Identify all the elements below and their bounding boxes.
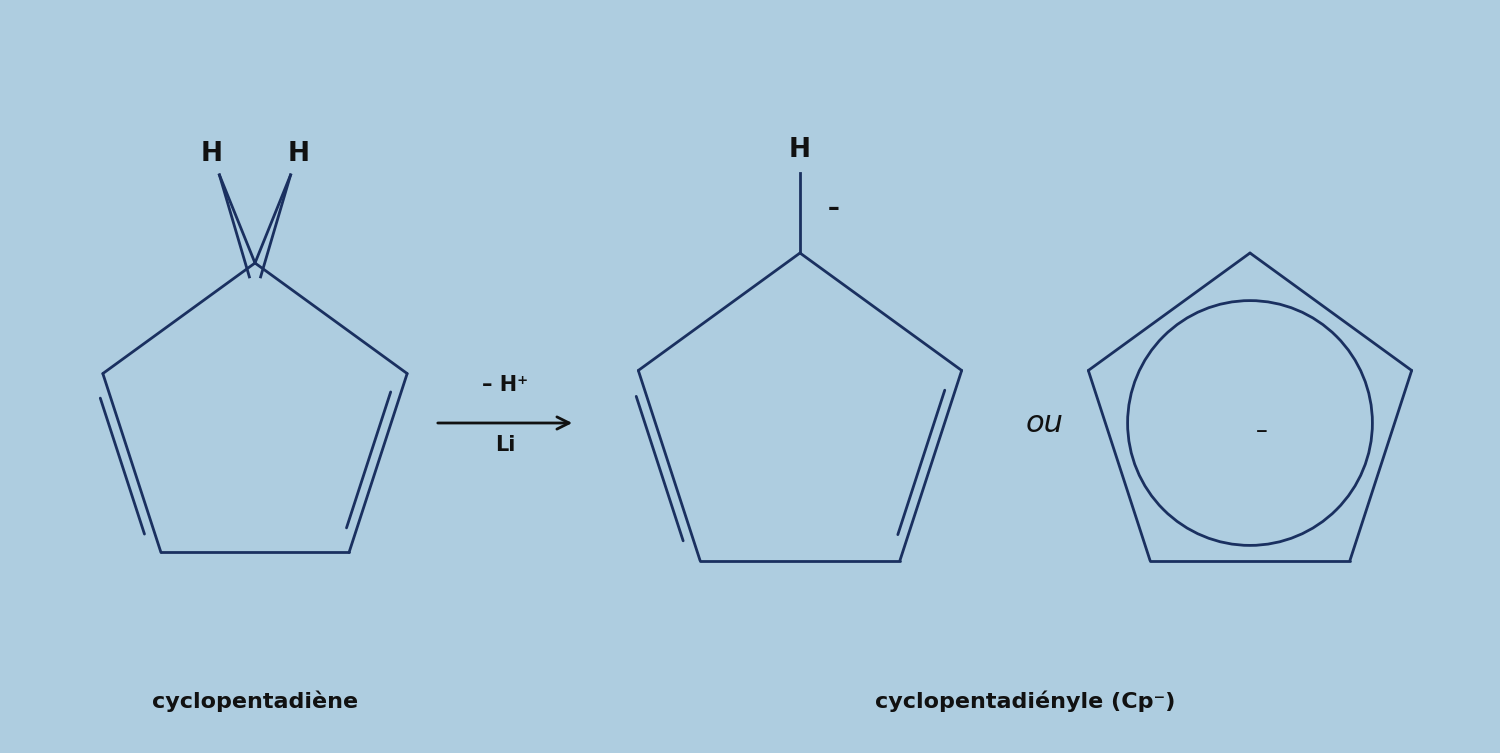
Text: –: – [1256,419,1268,443]
Text: H: H [288,141,309,167]
Text: H: H [201,141,222,167]
Text: ou: ou [1026,408,1063,437]
Text: H: H [789,137,812,163]
Text: cyclopentadiène: cyclopentadiène [152,691,358,712]
Text: –: – [828,196,840,220]
Text: – H⁺: – H⁺ [482,375,528,395]
Text: Li: Li [495,435,514,455]
Text: cyclopentadiényle (Cp⁻): cyclopentadiényle (Cp⁻) [874,691,1174,712]
